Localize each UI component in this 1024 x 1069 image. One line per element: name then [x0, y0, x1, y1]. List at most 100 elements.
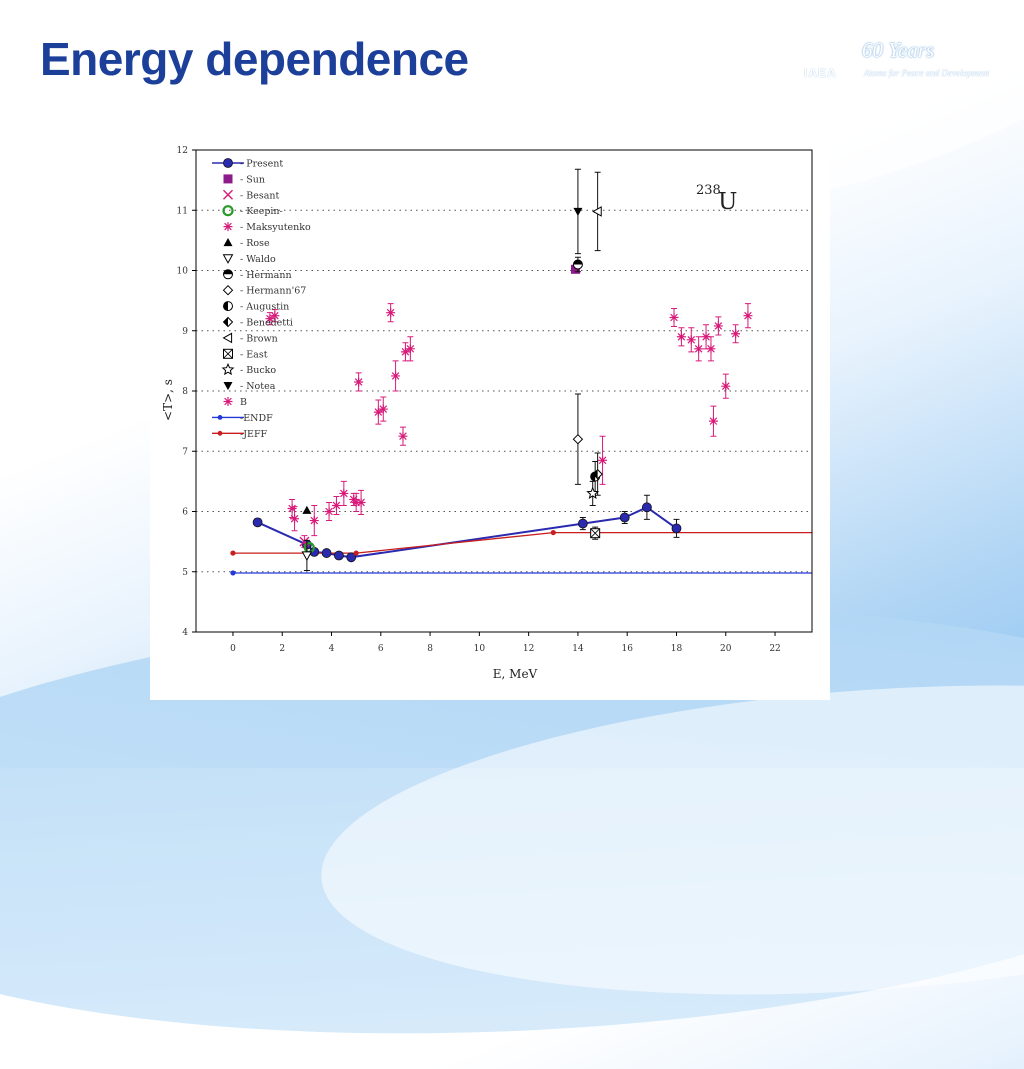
legend-marker	[223, 158, 233, 168]
endf-marker-point	[230, 570, 236, 576]
legend-label: - East	[240, 349, 268, 360]
maksyutenko-point	[356, 497, 366, 507]
jeff-line	[233, 531, 812, 554]
present-point	[334, 550, 344, 561]
point-layer	[230, 168, 753, 576]
logo-org-name: IAEA	[804, 66, 837, 80]
b-point	[686, 335, 696, 345]
tick-layer: 4 5 6 7 8 9 10 11 12 0 2 4 6 8 10 12 14 16 18 20 22	[177, 146, 781, 654]
b-point	[676, 332, 686, 342]
y-tick-label: 9	[182, 327, 188, 337]
rose-point	[302, 505, 312, 514]
isotope-mass-label: 238	[696, 183, 721, 198]
legend-label: - Hermann	[240, 270, 292, 281]
y-axis-label-main: <T>, s	[161, 379, 175, 421]
legend-label: - Bucko	[240, 365, 276, 376]
hermann-67-point	[572, 433, 584, 445]
y-tick-label: 10	[177, 267, 189, 277]
east-point-cross	[590, 528, 600, 538]
present-point	[346, 552, 357, 563]
legend-label: - Augustin	[240, 302, 289, 313]
x-axis-label: E, MeV	[493, 667, 538, 681]
legend-marker	[222, 284, 234, 296]
maksyutenko-point	[324, 507, 334, 516]
benedetti-point-fill	[593, 469, 598, 479]
x-tick-label: 14	[572, 644, 584, 654]
maksyutenko-point	[270, 311, 280, 321]
maksyutenko-point	[265, 314, 275, 324]
present-point	[577, 518, 588, 529]
y-tick-label: 8	[182, 387, 188, 397]
maksyutenko-point	[354, 377, 364, 387]
b-point	[706, 344, 716, 354]
chart-legend: - Present - Sun - Besant - Keepin- - Maksyut…	[212, 158, 311, 440]
maksyutenko-point	[598, 455, 608, 465]
y-tick-label: 12	[177, 146, 188, 156]
x-tick-label: 12	[523, 644, 534, 654]
waldo-point	[301, 551, 313, 562]
line-layer	[233, 506, 812, 574]
maksyutenko-point	[373, 407, 383, 417]
maksyutenko-point	[400, 347, 410, 357]
y-tick-label: 6	[182, 508, 188, 518]
legend-marker-fill	[223, 269, 233, 275]
b-point	[743, 311, 753, 321]
grid-layer	[196, 209, 812, 573]
x-tick-label: 16	[621, 644, 633, 654]
legend-marker	[217, 430, 223, 436]
legend-label: -JEFF	[240, 429, 268, 440]
y-axis-label: <T>, s	[161, 379, 175, 421]
logo-anniversary-text: 60 Years	[862, 38, 935, 62]
y-tick-label: 7	[182, 447, 188, 457]
b-point	[701, 332, 711, 342]
chart-panel: 4 5 6 7 8 9 10 11 12 0 2 4 6 8 10 12 14 16 18 20 22 - Presen…	[150, 140, 830, 700]
legend-label: - Benedetti	[240, 318, 293, 329]
legend-marker-fill	[223, 301, 228, 311]
maksyutenko-point	[391, 371, 401, 381]
legend-label: - Brown	[240, 333, 278, 344]
isotope-symbol-label: U	[718, 189, 737, 215]
legend-marker	[223, 174, 233, 184]
jeff-marker-point	[353, 550, 359, 556]
hermann-point-fill	[573, 259, 583, 265]
present-point	[671, 523, 682, 534]
legend-marker	[223, 238, 233, 247]
maksyutenko-point	[351, 497, 361, 507]
jeff-marker-point	[550, 529, 556, 536]
page-title: Energy dependence	[40, 33, 469, 85]
legend-marker	[217, 415, 223, 420]
y-tick-label: 4	[182, 628, 188, 638]
b-point	[669, 312, 679, 322]
b-point	[731, 329, 741, 339]
legend-label: - Keepin-	[240, 206, 283, 217]
x-axis-label-main: E, MeV	[493, 667, 538, 681]
x-tick-label: 8	[427, 644, 433, 654]
legend-label: - Rose	[240, 238, 270, 249]
maksyutenko-point	[339, 488, 349, 498]
chart-background	[150, 140, 830, 700]
decay-time-chart: 4 5 6 7 8 9 10 11 12 0 2 4 6 8 10 12 14 16 18 20 22 - Presen…	[150, 140, 830, 700]
maksyutenko-point	[287, 503, 297, 513]
present-point	[252, 517, 263, 528]
jeff-marker-point	[230, 550, 236, 556]
notea-point	[573, 207, 583, 216]
maksyutenko-point	[386, 308, 396, 318]
legend-marker	[223, 222, 233, 232]
legend-marker	[222, 205, 234, 217]
brown-point	[592, 206, 602, 217]
b-point	[708, 416, 718, 426]
x-tick-label: 20	[720, 644, 732, 654]
present-point	[321, 548, 332, 558]
iaea-logo: 60 Years IAEA Atoms for Peace and Develo…	[798, 12, 1008, 82]
y-tick-label: 11	[177, 206, 188, 216]
b-point	[694, 344, 704, 354]
x-tick-label: 2	[279, 644, 285, 654]
b-point	[721, 381, 731, 391]
legend-label: - Present	[240, 159, 283, 170]
legend-marker	[221, 362, 235, 376]
maksyutenko-point	[378, 404, 388, 414]
bucko-point	[586, 486, 600, 499]
b-point	[713, 321, 723, 331]
legend-marker-cross	[223, 349, 233, 359]
logo-tagline: Atoms for Peace and Development	[864, 68, 989, 78]
